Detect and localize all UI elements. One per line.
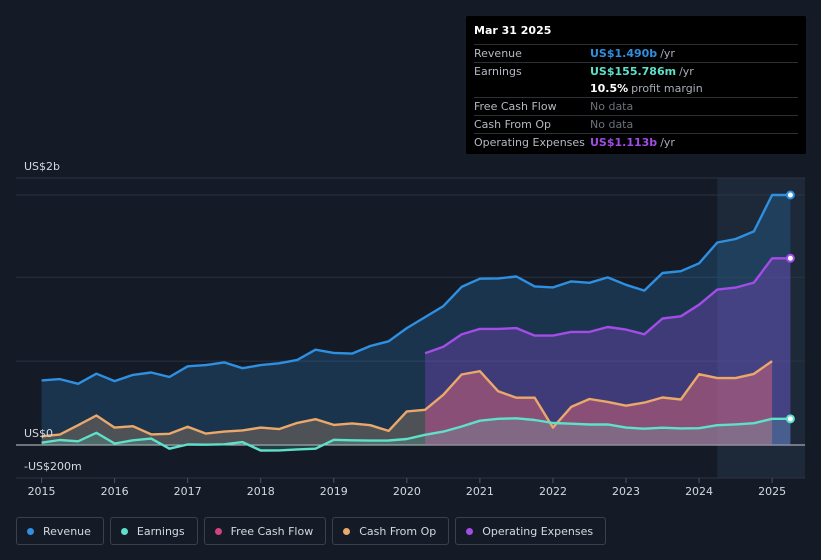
x-tick-label: 2021 xyxy=(466,485,494,498)
legend-dot-earnings xyxy=(120,527,128,535)
x-tick-label: 2016 xyxy=(101,485,129,498)
tooltip-date: Mar 31 2025 xyxy=(474,24,552,37)
x-axis-ticks: 2015 2016 2017 2018 2019 2020 2021 2022 2023 2024… xyxy=(28,478,786,498)
tooltip-row-margin: 10.5% profit margin xyxy=(474,80,798,97)
legend-label-free-cash-flow: Free Cash Flow xyxy=(230,524,314,538)
x-tick-label: 2024 xyxy=(685,485,713,498)
grid-lines xyxy=(16,177,805,479)
forecast-highlight-band xyxy=(717,178,805,478)
tooltip-cfo-label: Cash From Op xyxy=(474,118,552,131)
legend-label-earnings: Earnings xyxy=(136,524,185,538)
x-tick-label: 2022 xyxy=(539,485,567,498)
tooltip-profit-margin-text: profit margin xyxy=(631,82,703,95)
series-endpoints xyxy=(785,190,795,424)
x-tick-label: 2019 xyxy=(320,485,348,498)
legend-item-free-cash-flow[interactable]: Free Cash Flow xyxy=(203,517,327,545)
legend-label-revenue: Revenue xyxy=(43,524,91,538)
tooltip-earnings-unit: /yr xyxy=(679,65,694,78)
x-tick-label: 2018 xyxy=(247,485,275,498)
tooltip-fcf-value: No data xyxy=(590,100,634,113)
series-lines xyxy=(41,193,791,452)
tooltip-row-earnings: Earnings US$155.786m /yr xyxy=(474,62,798,80)
legend-item-revenue[interactable]: Revenue xyxy=(16,517,104,545)
endpoint-revenue xyxy=(785,190,795,200)
chart-legend: Revenue Earnings Free Cash Flow Cash Fro… xyxy=(16,517,607,545)
tooltip-revenue-label: Revenue xyxy=(474,47,522,60)
area-free-cash-flow xyxy=(425,361,773,445)
endpoint-operating-expenses xyxy=(785,253,795,263)
legend-dot-revenue xyxy=(27,527,34,535)
y-label-bottom: -US$200m xyxy=(24,460,82,473)
legend-label-operating-expenses: Operating Expenses xyxy=(482,524,594,538)
area-revenue xyxy=(41,195,791,445)
tooltip-profit-margin-value: 10.5% xyxy=(590,82,629,95)
y-label-zero: US$0 xyxy=(24,427,53,440)
tooltip-row-cfo: Cash From Op No data xyxy=(474,115,798,133)
y-label-top: US$2b xyxy=(24,160,60,173)
tooltip-revenue-value: US$1.490b xyxy=(590,47,658,60)
tooltip-opex-label: Operating Expenses xyxy=(474,136,585,149)
tooltip-earnings-value: US$155.786m xyxy=(590,65,677,78)
tooltip-revenue-unit: /yr xyxy=(660,47,675,60)
tooltip-row-revenue: Revenue US$1.490b /yr xyxy=(474,44,798,62)
x-tick-label: 2025 xyxy=(758,485,786,498)
line-revenue xyxy=(41,193,791,385)
tooltip-fcf-label: Free Cash Flow xyxy=(474,100,557,113)
x-tick-label: 2015 xyxy=(28,485,56,498)
legend-dot-free-cash-flow xyxy=(214,527,222,535)
tooltip-row-fcf: Free Cash Flow No data xyxy=(474,97,798,115)
tooltip-opex-value: US$1.113b xyxy=(590,136,658,149)
legend-item-cash-from-op[interactable]: Cash From Op xyxy=(332,517,450,545)
x-tick-label: 2023 xyxy=(612,485,640,498)
line-cash-from-op xyxy=(41,360,773,438)
legend-item-operating-expenses[interactable]: Operating Expenses xyxy=(455,517,607,545)
line-operating-expenses xyxy=(424,257,791,355)
tooltip-opex-unit: /yr xyxy=(660,136,675,149)
tooltip-row-opex: Operating Expenses US$1.113b /yr xyxy=(474,133,798,151)
area-earnings xyxy=(41,418,791,451)
tooltip-earnings-label: Earnings xyxy=(474,65,522,78)
legend-dot-cash-from-op xyxy=(343,527,351,535)
legend-dot-operating-expenses xyxy=(466,527,474,535)
x-tick-label: 2017 xyxy=(174,485,202,498)
legend-label-cash-from-op: Cash From Op xyxy=(359,524,437,538)
endpoint-earnings xyxy=(785,414,795,424)
data-tooltip: Mar 31 2025 Revenue US$1.490b /yr Earnin… xyxy=(466,16,806,154)
x-tick-label: 2020 xyxy=(393,485,421,498)
legend-item-earnings[interactable]: Earnings xyxy=(109,517,198,545)
tooltip-cfo-value: No data xyxy=(590,118,634,131)
line-earnings xyxy=(41,417,791,452)
